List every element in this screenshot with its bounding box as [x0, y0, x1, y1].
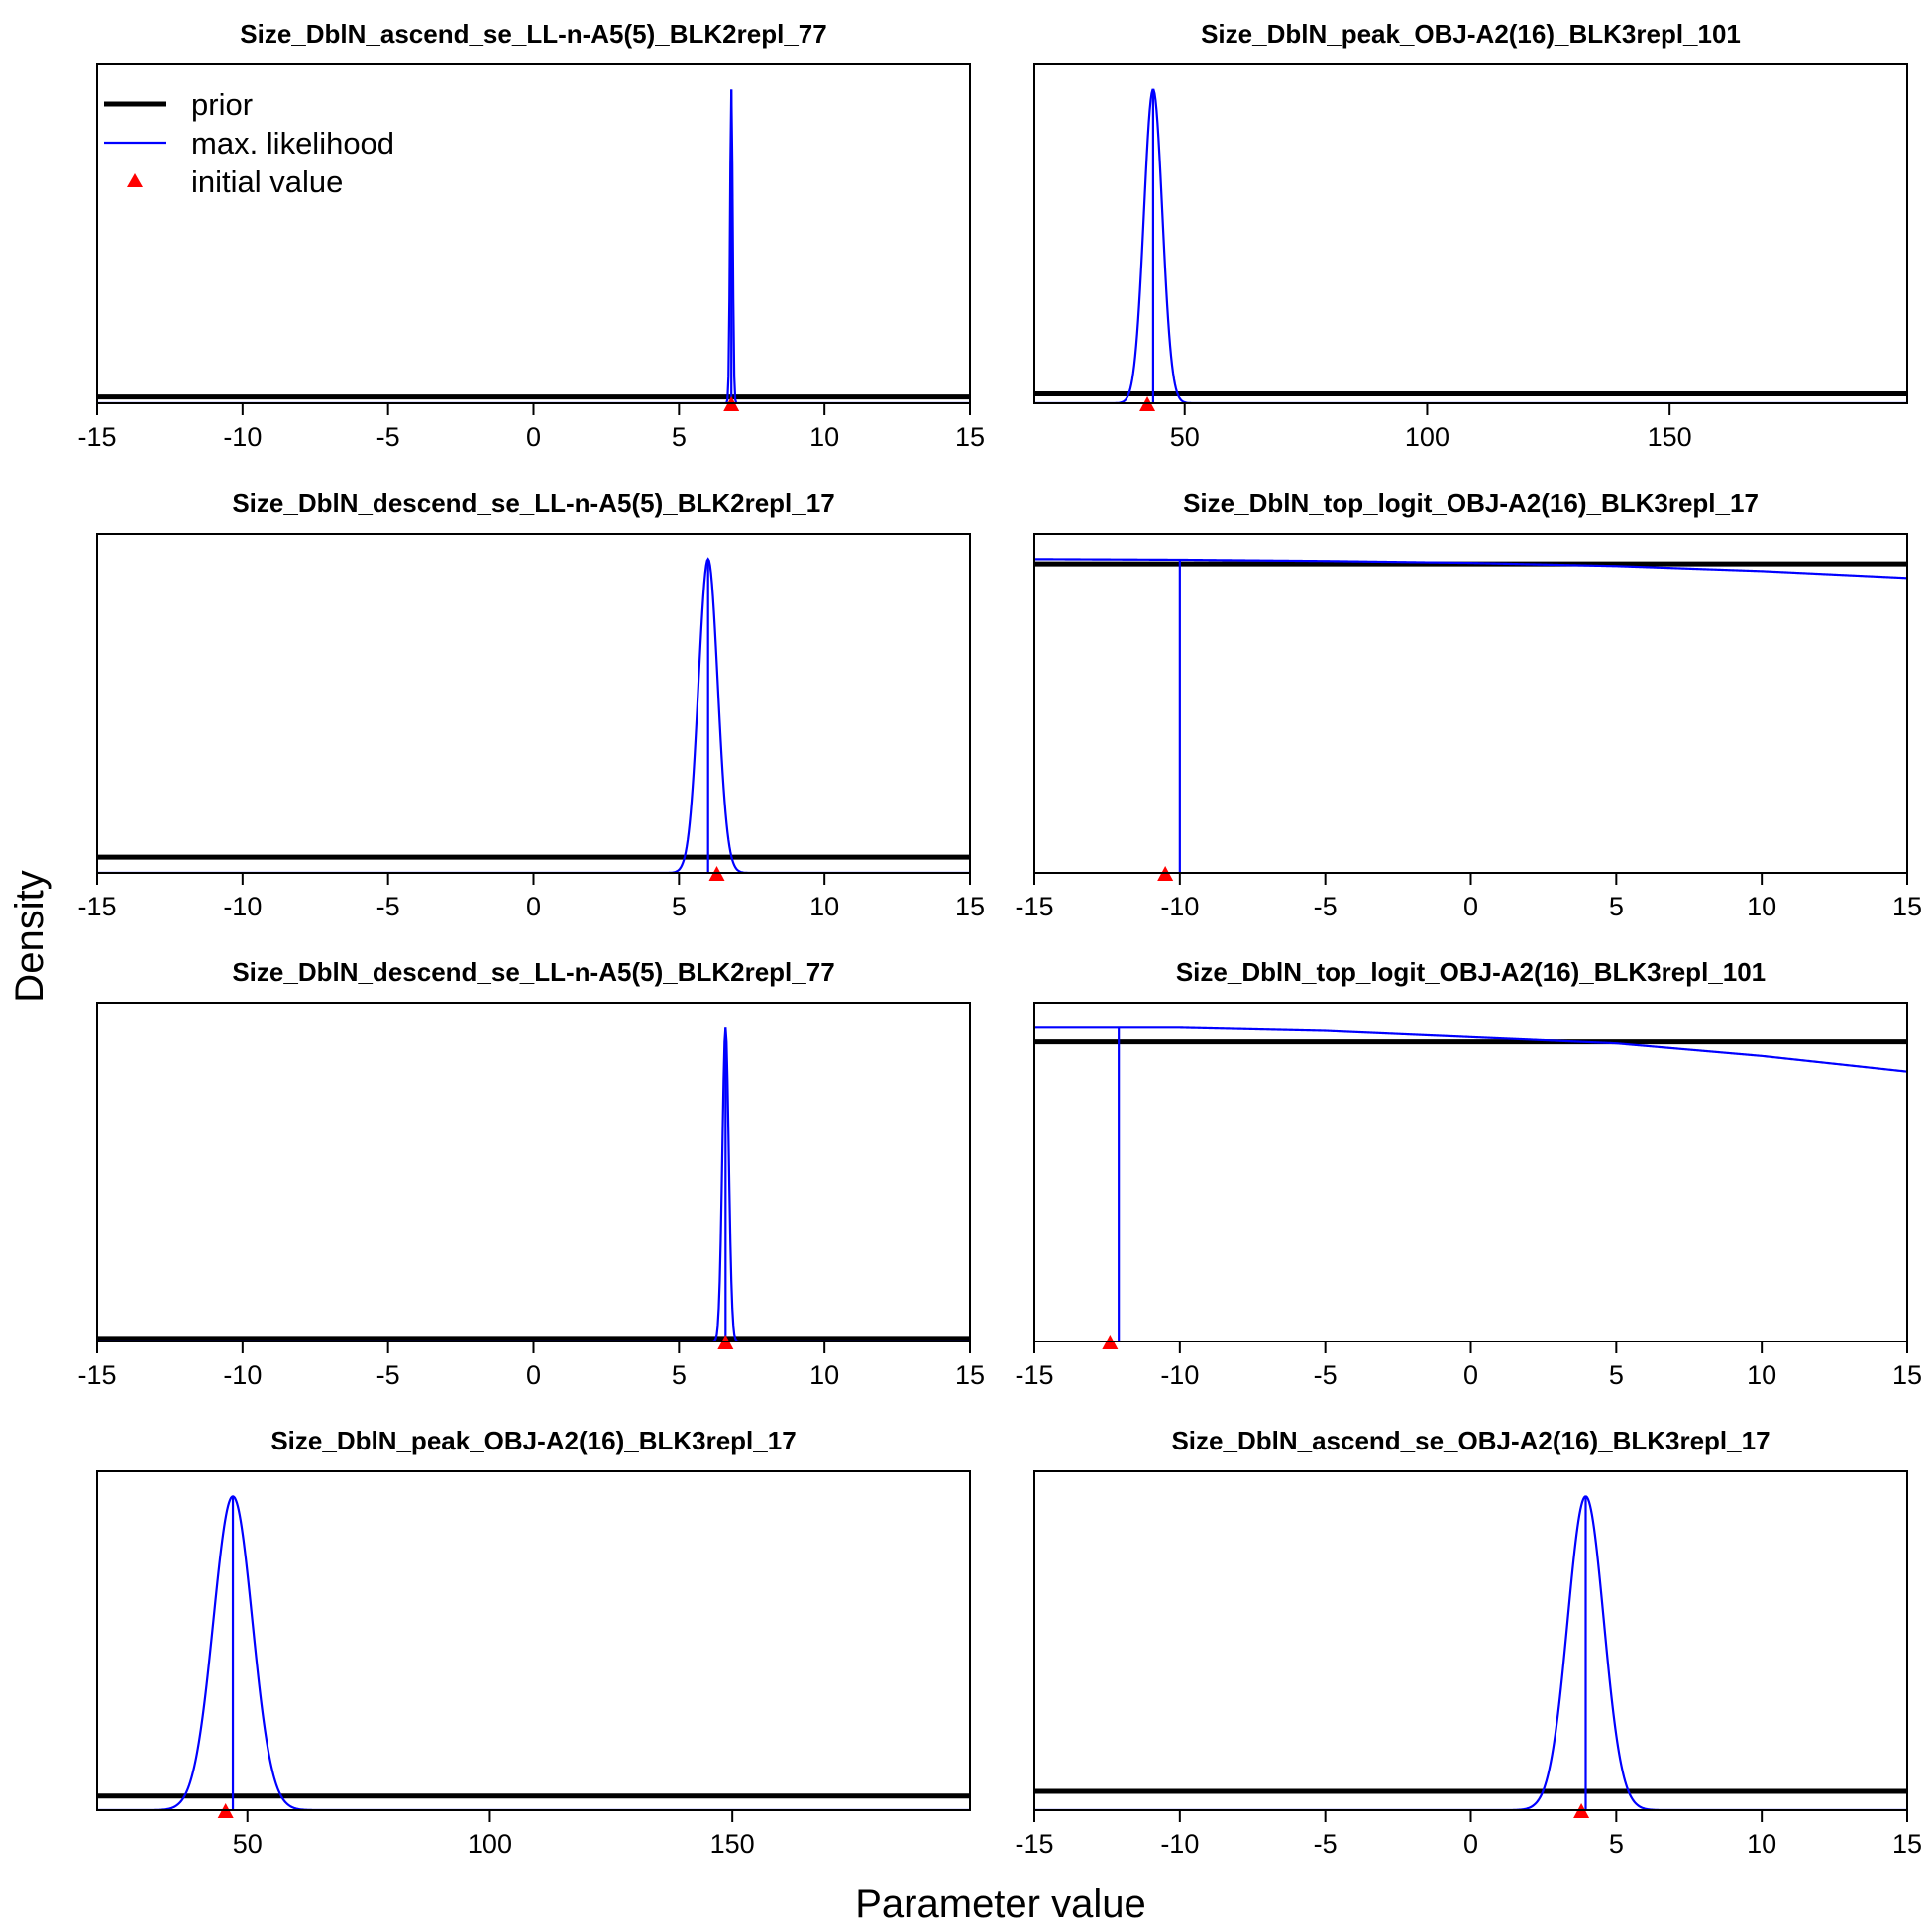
x-tick-label: -5 [1314, 1360, 1338, 1390]
x-tick-label: 5 [1609, 892, 1624, 921]
x-tick-label: 0 [526, 892, 541, 921]
x-tick-label: -10 [223, 1360, 262, 1390]
x-tick-label: -15 [1015, 1829, 1053, 1859]
x-tick-label: 0 [1463, 1360, 1478, 1390]
panel-title: Size_DblN_ascend_se_OBJ-A2(16)_BLK3repl_… [1171, 1426, 1770, 1455]
mle-curve [1034, 1495, 1907, 1810]
panel-frame [1033, 1470, 1908, 1811]
legend-label-2: max. likelihood [191, 126, 394, 161]
x-tick-label: 15 [955, 892, 985, 921]
legend-label-3: initial value [191, 164, 343, 199]
x-tick-label: -10 [1160, 1829, 1199, 1859]
x-tick-label: 15 [1892, 1360, 1922, 1390]
x-tick-label: 10 [809, 422, 839, 452]
x-tick-label: -5 [376, 422, 400, 452]
panel-2: Size_DblN_peak_OBJ-A2(16)_BLK3repl_101 50… [1033, 19, 1908, 452]
mle-curve [97, 557, 970, 873]
x-tick-label: 50 [233, 1829, 263, 1859]
x-tick-label: -15 [1015, 1360, 1053, 1390]
panel-title: Size_DblN_top_logit_OBJ-A2(16)_BLK3repl_… [1183, 488, 1759, 518]
panel-title: Size_DblN_ascend_se_LL-n-A5(5)_BLK2repl_… [240, 19, 826, 49]
x-tick-label: -15 [77, 1360, 116, 1390]
x-tick-label: 5 [672, 892, 687, 921]
x-tick-label: 100 [468, 1829, 512, 1859]
mle-curve [1034, 1026, 1907, 1073]
x-tick-label: 5 [1609, 1360, 1624, 1390]
x-tick-label: 150 [710, 1829, 755, 1859]
panel-frame [96, 1470, 971, 1811]
x-tick-label: 0 [1463, 1829, 1478, 1859]
x-tick-label: -10 [1160, 892, 1199, 921]
x-tick-label: -5 [376, 892, 400, 921]
x-tick-label: 150 [1648, 422, 1692, 452]
x-tick-label: 0 [526, 1360, 541, 1390]
x-tick-label: 50 [1170, 422, 1200, 452]
x-tick-label: 0 [526, 422, 541, 452]
x-tick-label: 10 [1747, 892, 1776, 921]
legend-label-1: prior [191, 87, 253, 122]
x-tick-label: 10 [1747, 1360, 1776, 1390]
x-tick-label: -5 [1314, 892, 1338, 921]
panel-title: Size_DblN_top_logit_OBJ-A2(16)_BLK3repl_… [1176, 957, 1766, 987]
x-tick-label: 5 [672, 422, 687, 452]
x-tick-label: 15 [955, 422, 985, 452]
x-tick-label: -15 [77, 892, 116, 921]
x-tick-label: 15 [1892, 892, 1922, 921]
panel-frame [96, 533, 971, 874]
x-tick-label: -5 [1314, 1829, 1338, 1859]
x-tick-label: -10 [223, 892, 262, 921]
x-tick-label: 15 [955, 1360, 985, 1390]
x-tick-label: -15 [77, 422, 116, 452]
x-tick-label: 10 [1747, 1829, 1776, 1859]
x-axis-label: Parameter value [855, 1882, 1145, 1926]
panels-group: Size_DblN_ascend_se_LL-n-A5(5)_BLK2repl_… [77, 19, 1922, 1859]
panel-8: Size_DblN_ascend_se_OBJ-A2(16)_BLK3repl_… [1015, 1426, 1922, 1859]
mle-curve [1034, 88, 1907, 403]
mle-curve [97, 1027, 970, 1342]
x-tick-label: -10 [1160, 1360, 1199, 1390]
panel-frame [1033, 63, 1908, 404]
x-tick-label: 15 [1892, 1829, 1922, 1859]
panel-frame [1033, 533, 1908, 874]
x-tick-label: -15 [1015, 892, 1053, 921]
mle-curve [97, 1495, 970, 1810]
panel-title: Size_DblN_descend_se_LL-n-A5(5)_BLK2repl… [232, 957, 834, 987]
panel-frame [1033, 1002, 1908, 1342]
x-tick-label: 10 [809, 1360, 839, 1390]
panel-1: Size_DblN_ascend_se_LL-n-A5(5)_BLK2repl_… [77, 19, 985, 452]
legend-swatch-3 [127, 173, 143, 187]
x-tick-label: -5 [376, 1360, 400, 1390]
panel-5: Size_DblN_descend_se_LL-n-A5(5)_BLK2repl… [77, 957, 985, 1390]
panel-frame [96, 1002, 971, 1342]
panel-4: Size_DblN_top_logit_OBJ-A2(16)_BLK3repl_… [1015, 488, 1922, 921]
panel-7: Size_DblN_peak_OBJ-A2(16)_BLK3repl_17 50 1… [96, 1426, 971, 1859]
panel-3: Size_DblN_descend_se_LL-n-A5(5)_BLK2repl… [77, 488, 985, 921]
x-tick-label: 0 [1463, 892, 1478, 921]
x-tick-label: 10 [809, 892, 839, 921]
x-tick-label: 5 [1609, 1829, 1624, 1859]
x-tick-label: 100 [1405, 422, 1449, 452]
x-tick-label: -10 [223, 422, 262, 452]
panel-title: Size_DblN_peak_OBJ-A2(16)_BLK3repl_17 [270, 1426, 796, 1455]
panel-6: Size_DblN_top_logit_OBJ-A2(16)_BLK3repl_… [1015, 957, 1922, 1390]
panel-title: Size_DblN_peak_OBJ-A2(16)_BLK3repl_101 [1201, 19, 1741, 49]
y-axis-label: Density [8, 870, 52, 1002]
x-tick-label: 5 [672, 1360, 687, 1390]
panel-title: Size_DblN_descend_se_LL-n-A5(5)_BLK2repl… [232, 488, 834, 518]
